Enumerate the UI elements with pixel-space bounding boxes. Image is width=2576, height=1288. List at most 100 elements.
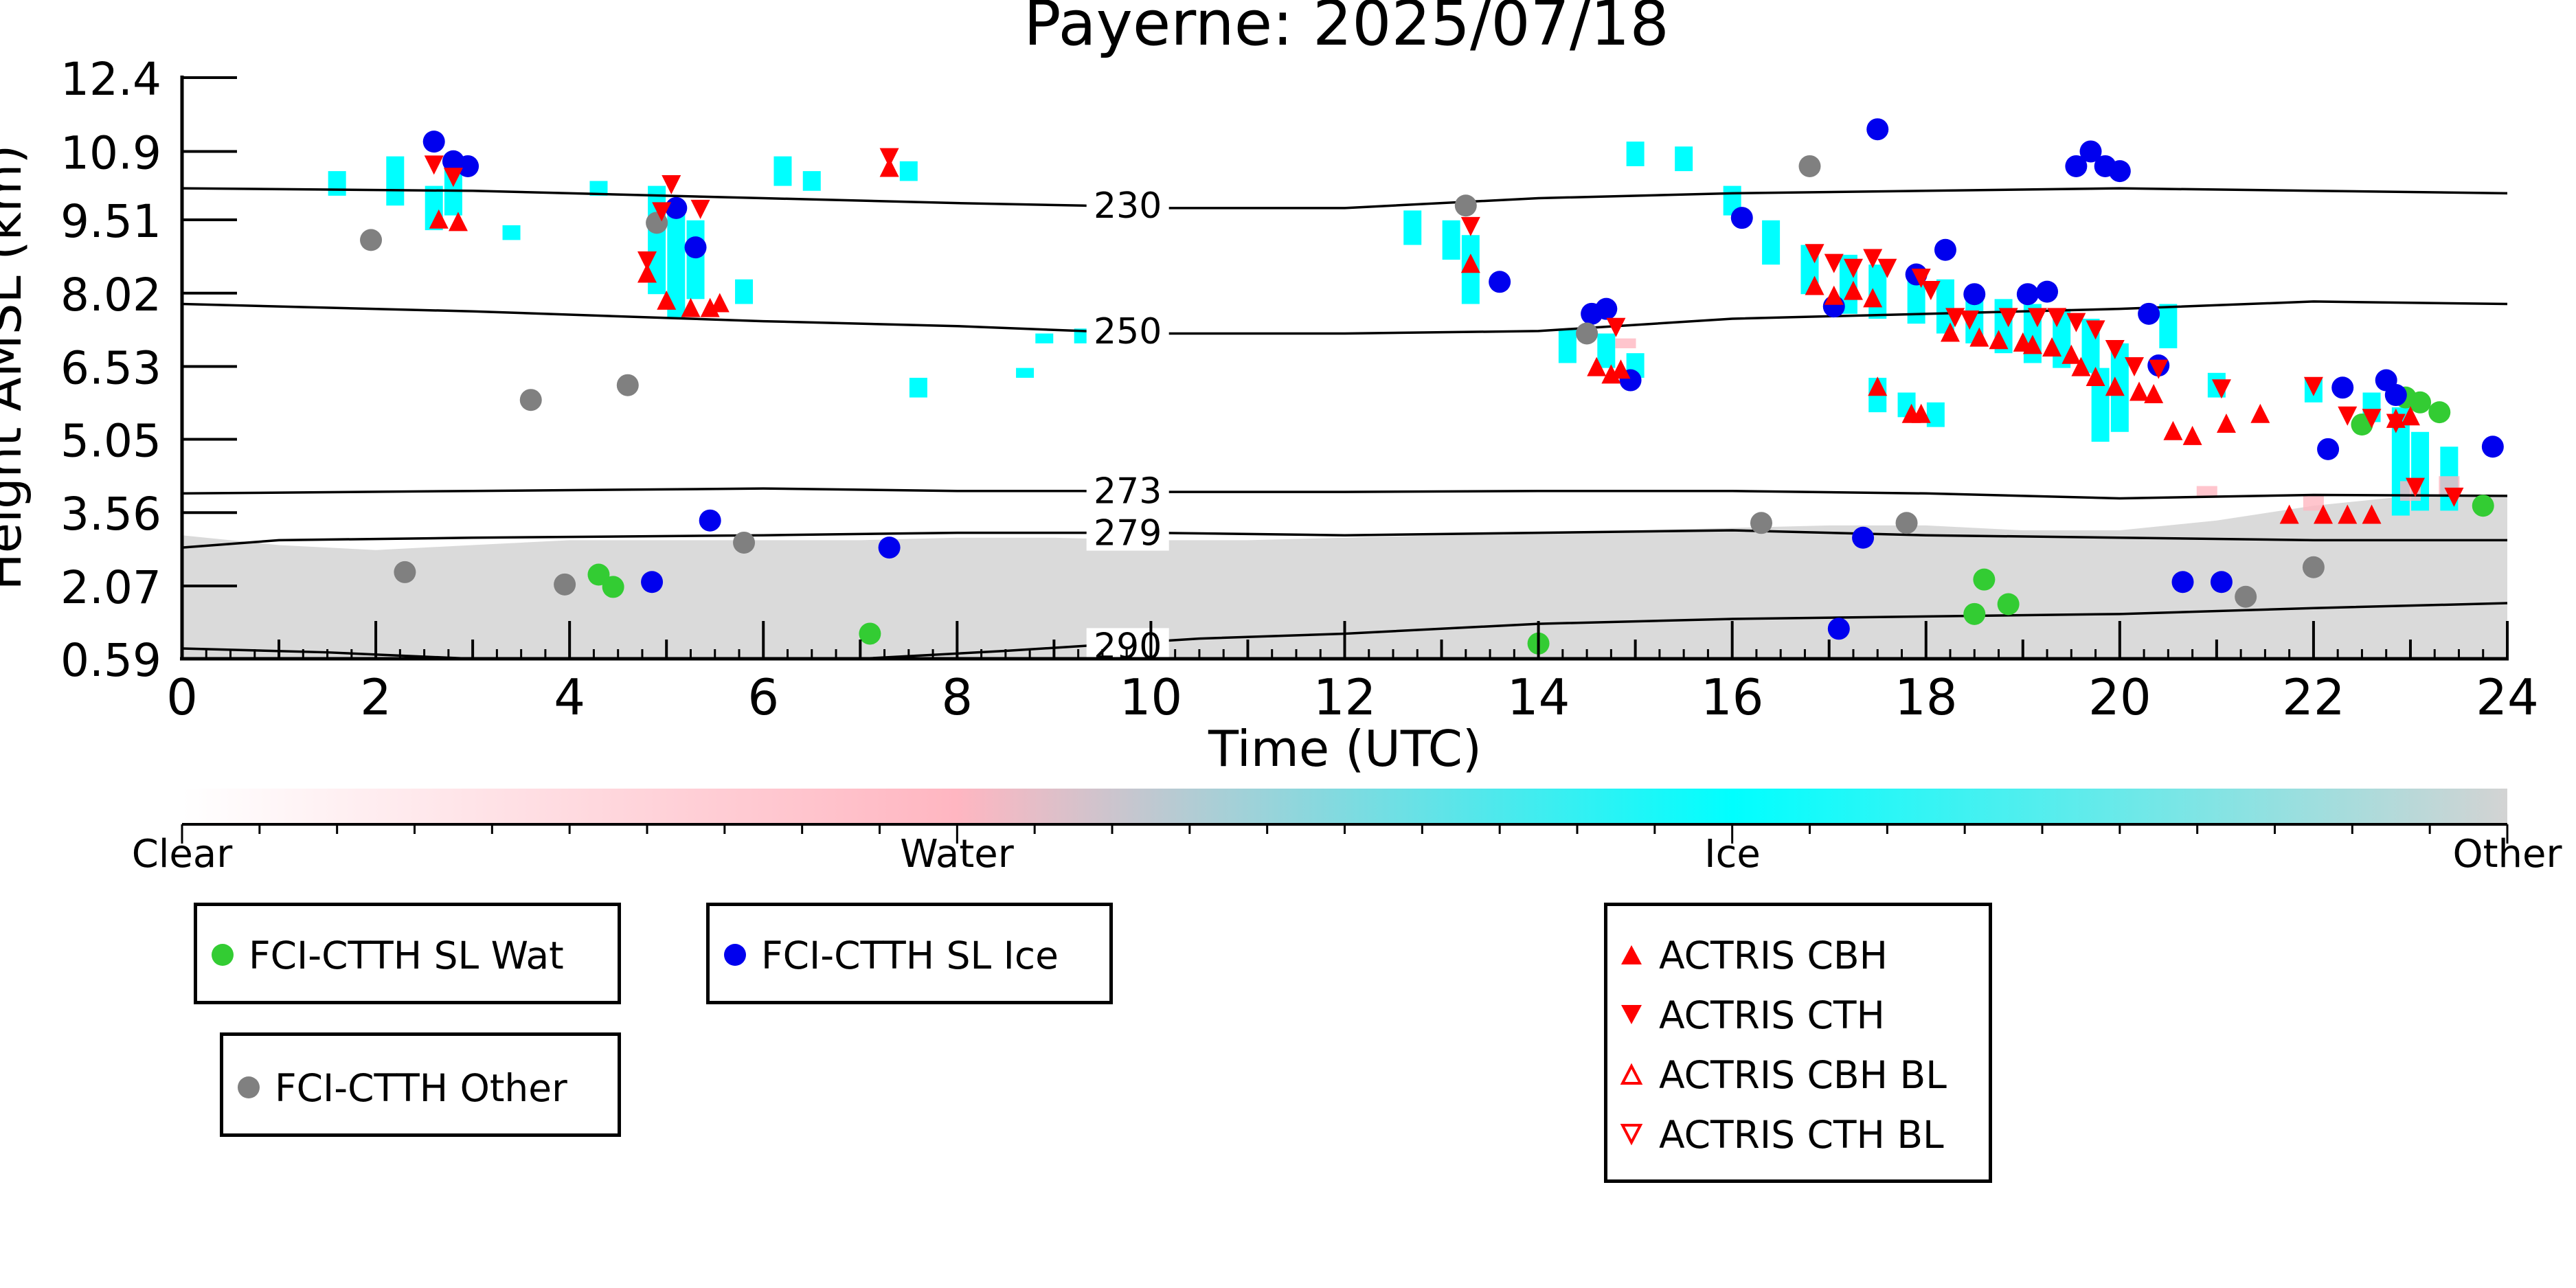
- marker-actris-cbh: [429, 209, 449, 229]
- marker-fci-ctth-sl-ice: [665, 196, 688, 219]
- marker-fci-ctth-sl-wat: [2409, 391, 2432, 414]
- y-tick-label: 12.4: [60, 53, 161, 106]
- marker-fci-ctth-sl-ice: [1489, 271, 1511, 293]
- chart-title: Payerne: 2025/07/18: [1024, 0, 1669, 60]
- marker-fci-ctth-other: [2235, 585, 2257, 608]
- radar-ice-patch: [386, 156, 405, 206]
- marker-fci-ctth-sl-wat: [2472, 495, 2494, 517]
- marker-actris-cth: [1805, 244, 1824, 264]
- radar-ice-patch: [1675, 146, 1693, 172]
- red-triangle-down-icon: [1621, 1005, 1642, 1024]
- radar-ice-patch: [1403, 210, 1422, 245]
- marker-actris-cbh: [2362, 504, 2382, 524]
- marker-actris-cbh: [637, 263, 657, 283]
- marker-fci-ctth-sl-ice: [422, 131, 445, 153]
- marker-fci-ctth-other: [1750, 512, 1772, 534]
- marker-actris-cth: [2086, 320, 2105, 340]
- marker-actris-cbh: [1868, 376, 1888, 396]
- red-open-triangle-down-icon: [1620, 1124, 1643, 1146]
- legend-cth-bl-label: ACTRIS CTH BL: [1659, 1113, 1944, 1157]
- marker-actris-cth: [2149, 359, 2169, 379]
- radar-ice-patch: [802, 171, 821, 191]
- legend-ice-label: FCI-CTTH SL Ice: [761, 934, 1059, 978]
- marker-fci-ctth-sl-ice: [2108, 160, 2131, 183]
- y-tick-label: 8.02: [60, 269, 161, 321]
- marker-actris-cth: [879, 148, 899, 168]
- marker-actris-cbh: [2338, 504, 2358, 524]
- marker-actris-cth: [652, 202, 672, 222]
- colorbar-ticks: [181, 824, 2509, 844]
- radar-water-patch: [2196, 486, 2217, 496]
- marker-actris-cth: [2124, 357, 2144, 377]
- marker-actris-cbh: [1805, 275, 1824, 295]
- marker-actris-cbh: [2216, 414, 2236, 433]
- marker-fci-ctth-other: [554, 573, 576, 596]
- radar-ice-patch: [1442, 220, 1460, 260]
- legend-ice: FCI-CTTH SL Ice: [706, 903, 1113, 1004]
- radar-ice-patch: [899, 161, 918, 181]
- legend-cbh-bl-label: ACTRIS CBH BL: [1659, 1053, 1947, 1097]
- radar-ice-patch: [773, 156, 792, 186]
- isotherm-line: [181, 300, 2508, 335]
- grey-circle-marker-icon: [238, 1076, 260, 1098]
- x-tick-label: 24: [2476, 668, 2539, 726]
- marker-actris-cth: [1606, 317, 1626, 337]
- marker-actris-cth: [443, 168, 463, 188]
- y-axis-label: Height AMSL (km): [0, 145, 32, 591]
- marker-fci-ctth-other: [1576, 322, 1598, 345]
- marker-fci-ctth-other: [733, 531, 756, 554]
- y-tick-label: 9.51: [60, 195, 161, 248]
- marker-fci-ctth-other: [1798, 155, 1821, 177]
- marker-fci-ctth-sl-wat: [2428, 401, 2451, 424]
- marker-fci-ctth-sl-ice: [2016, 283, 2039, 306]
- marker-actris-cbh: [1989, 330, 2009, 350]
- marker-fci-ctth-sl-ice: [1852, 526, 1875, 549]
- x-tick-label: 0: [166, 668, 198, 726]
- marker-fci-ctth-other: [519, 389, 542, 411]
- colorbar-label-clear: Clear: [132, 832, 233, 877]
- x-tick-label: 6: [747, 668, 779, 726]
- marker-fci-ctth-sl-ice: [1934, 238, 1956, 261]
- marker-fci-ctth-sl-ice: [641, 571, 664, 594]
- marker-fci-ctth-other: [394, 561, 416, 583]
- marker-actris-cbh: [1611, 359, 1631, 379]
- y-tick-label: 0.59: [60, 634, 161, 687]
- marker-actris-cth: [1843, 258, 1863, 278]
- marker-actris-cbh: [1843, 280, 1863, 300]
- marker-actris-cth: [1960, 310, 1980, 330]
- marker-fci-ctth-sl-wat: [602, 576, 624, 598]
- marker-fci-ctth-sl-ice: [2210, 571, 2233, 594]
- marker-actris-cbh: [448, 212, 468, 231]
- marker-actris-cbh: [1941, 322, 1961, 342]
- marker-actris-cbh: [2250, 403, 2270, 423]
- x-tick-label: 16: [1701, 668, 1764, 726]
- isotherm-label-bg: [1086, 515, 1169, 551]
- marker-actris-cth: [1911, 269, 1931, 289]
- marker-fci-ctth-sl-ice: [2138, 302, 2160, 325]
- marker-actris-cth: [1998, 308, 2018, 328]
- isotherm-label: 250: [1094, 311, 1162, 352]
- marker-actris-cbh: [681, 297, 701, 317]
- red-open-triangle-up-icon: [1620, 1063, 1643, 1085]
- marker-actris-cth: [1877, 258, 1897, 278]
- marker-actris-cth: [1921, 281, 1941, 301]
- marker-fci-ctth-sl-ice: [2481, 436, 2504, 458]
- y-ticks: 12.4 10.9 9.51 8.02 6.53 5.05 3.56 2.07 0.59: [60, 53, 237, 687]
- marker-fci-ctth-sl-ice: [2036, 280, 2059, 303]
- radar-ice-patch: [2159, 304, 2178, 348]
- marker-actris-cbh: [1587, 357, 1607, 376]
- x-tick-label: 14: [1507, 668, 1570, 726]
- marker-actris-cth: [2338, 406, 2358, 426]
- radar-ice-patch: [735, 279, 754, 304]
- marker-actris-cth: [1824, 253, 1844, 273]
- radar-ice-patch: [1035, 333, 1054, 343]
- marker-fci-ctth-sl-ice: [684, 236, 707, 259]
- marker-actris-cth: [1460, 216, 1480, 236]
- y-tick-label: 5.05: [60, 415, 161, 468]
- marker-fci-ctth-sl-ice: [699, 509, 721, 532]
- marker-actris-cbh: [657, 290, 677, 310]
- marker-actris-cth: [637, 251, 657, 271]
- marker-actris-cbh: [2279, 504, 2299, 524]
- marker-fci-ctth-other: [2302, 556, 2325, 578]
